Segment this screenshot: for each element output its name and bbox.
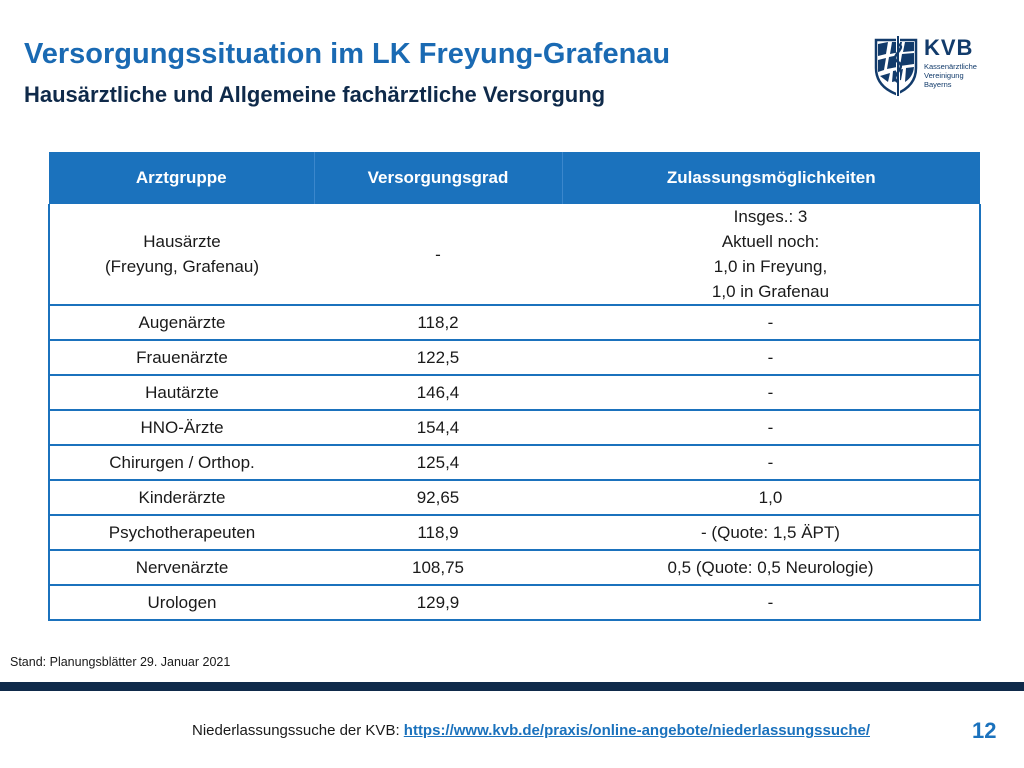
- footer-prefix: Niederlassungssuche der KVB:: [192, 722, 404, 739]
- table-row: Psychotherapeuten 118,9- (Quote: 1,5 ÄPT): [48, 515, 981, 551]
- cell-grade: 154,4: [314, 410, 562, 446]
- table-row: Kinderärzte 92,65 1,0: [48, 480, 981, 516]
- cell-group-line: (Freyung, Grafenau): [104, 257, 259, 276]
- cell-options: -: [562, 305, 981, 341]
- logo-line-2: Vereinigung: [924, 71, 964, 80]
- kvb-logo: KVB Kassenärztliche Vereinigung Bayerns: [872, 34, 992, 98]
- cell-group: Urologen: [48, 585, 314, 621]
- header-zulassungsmoeglichkeiten: Zulassungsmöglichkeiten: [561, 152, 980, 204]
- table-row: Nervenärzte 108,75 0,5 (Quote: 0,5 Neurolo…: [48, 550, 981, 586]
- cell-grade: 118,2: [314, 305, 562, 341]
- cell-group: Hausärzte (Freyung, Grafenau): [48, 204, 314, 306]
- cell-options: 1,0: [562, 480, 981, 516]
- bavarian-shield-icon: [874, 36, 918, 96]
- cell-options: Insges.: 3 Aktuell noch: 1,0 in Freyung,…: [562, 204, 981, 306]
- table-row: Augenärzte 118,2-: [48, 305, 981, 341]
- cell-group: Kinderärzte: [48, 480, 314, 516]
- cell-group: Augenärzte: [48, 305, 314, 341]
- cell-group: Hautärzte: [48, 375, 314, 411]
- footer-text: Niederlassungssuche der KVB: https://www…: [192, 722, 870, 739]
- cell-grade: 125,4: [314, 445, 562, 481]
- cell-grade: -: [314, 204, 562, 306]
- cell-group: Chirurgen / Orthop.: [48, 445, 314, 481]
- cell-options: -: [562, 445, 981, 481]
- cell-group: Frauenärzte: [48, 340, 314, 376]
- cell-options: -: [562, 410, 981, 446]
- table-row: Hausärzte (Freyung, Grafenau) - Insges.:…: [48, 204, 981, 306]
- logo-abbr: KVB: [924, 35, 974, 60]
- header-versorgungsgrad: Versorgungsgrad: [313, 152, 562, 204]
- cell-options-line: 1,0 in Freyung,: [713, 257, 828, 276]
- table-header-row: Arztgruppe Versorgungsgrad Zulassungsmög…: [49, 152, 980, 204]
- footer-divider-bar: [0, 682, 1024, 691]
- table-row: Frauenärzte 122,5-: [48, 340, 981, 376]
- table-row: Urologen 129,9-: [48, 585, 981, 621]
- cell-group: HNO-Ärzte: [48, 410, 314, 446]
- cell-grade: 129,9: [314, 585, 562, 621]
- header-arztgruppe: Arztgruppe: [49, 152, 314, 204]
- page-subtitle: Hausärztliche und Allgemeine fachärztlic…: [24, 82, 606, 107]
- stand-note: Stand: Planungsblätter 29. Januar 2021: [10, 655, 231, 669]
- table-row: Chirurgen / Orthop. 125,4-: [48, 445, 981, 481]
- logo-line-3: Bayerns: [924, 80, 952, 89]
- page-number: 12: [972, 718, 997, 743]
- cell-group: Nervenärzte: [48, 550, 314, 586]
- table-row: HNO-Ärzte 154,4-: [48, 410, 981, 446]
- cell-group-line: Hausärzte: [143, 232, 221, 251]
- table-row: Hautärzte 146,4-: [48, 375, 981, 411]
- cell-grade: 146,4: [314, 375, 562, 411]
- cell-options: -: [562, 340, 981, 376]
- page-title: Versorgungssituation im LK Freyung-Grafe…: [24, 38, 671, 70]
- cell-grade: 108,75: [314, 550, 562, 586]
- logo-line-1: Kassenärztliche: [924, 62, 977, 71]
- cell-options-line: Insges.: 3: [733, 207, 808, 226]
- supply-table: Arztgruppe Versorgungsgrad Zulassungsmög…: [48, 152, 981, 621]
- cell-options-line: Aktuell noch:: [721, 232, 820, 251]
- cell-options: 0,5 (Quote: 0,5 Neurologie): [562, 550, 981, 586]
- cell-options-line: 1,0 in Grafenau: [711, 282, 830, 301]
- cell-options: -: [562, 375, 981, 411]
- cell-group: Psychotherapeuten: [48, 515, 314, 551]
- cell-options: - (Quote: 1,5 ÄPT): [562, 515, 981, 551]
- cell-grade: 122,5: [314, 340, 562, 376]
- cell-grade: 92,65: [314, 480, 562, 516]
- niederlassungssuche-link[interactable]: https://www.kvb.de/praxis/online-angebot…: [403, 722, 870, 739]
- cell-options: -: [562, 585, 981, 621]
- cell-grade: 118,9: [314, 515, 562, 551]
